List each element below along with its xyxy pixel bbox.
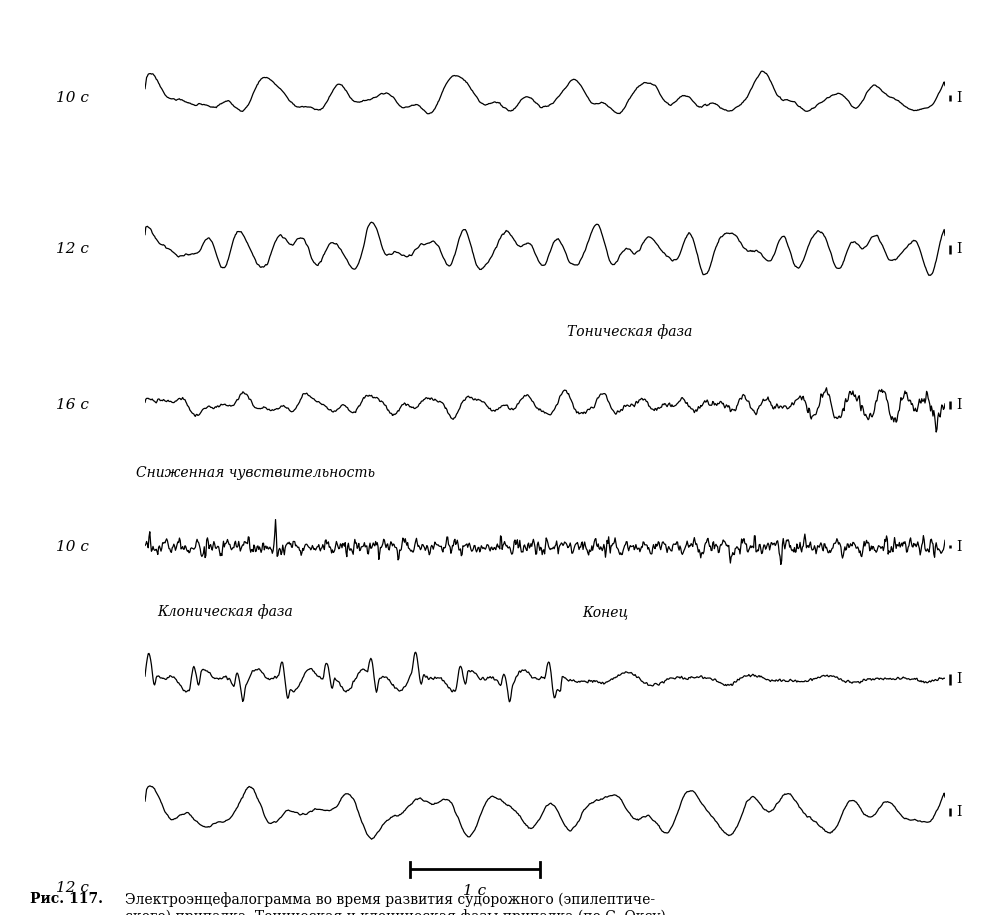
Text: 1 c: 1 c xyxy=(463,884,487,898)
Text: 16 c: 16 c xyxy=(56,398,88,412)
Text: I: I xyxy=(956,805,962,819)
Text: Сниженная чувствительность: Сниженная чувствительность xyxy=(136,467,374,480)
Text: 10 c: 10 c xyxy=(56,540,88,554)
Text: Электроэнцефалограмма во время развития судорожного (эпилептиче-
ского) припадка: Электроэнцефалограмма во время развития … xyxy=(125,892,670,915)
Text: Конец: Конец xyxy=(582,606,628,619)
Text: Тоническая фаза: Тоническая фаза xyxy=(567,324,693,339)
Text: I: I xyxy=(956,242,962,256)
Text: I: I xyxy=(956,540,962,554)
Text: 12 c: 12 c xyxy=(56,242,88,256)
Text: I: I xyxy=(956,92,962,105)
Text: Рис. 117.: Рис. 117. xyxy=(30,892,103,906)
Text: 10 c: 10 c xyxy=(56,92,88,105)
Text: I: I xyxy=(956,673,962,686)
Text: Клоническая фаза: Клоническая фаза xyxy=(157,605,293,619)
Text: 12 c: 12 c xyxy=(56,880,88,895)
Text: I: I xyxy=(956,398,962,412)
